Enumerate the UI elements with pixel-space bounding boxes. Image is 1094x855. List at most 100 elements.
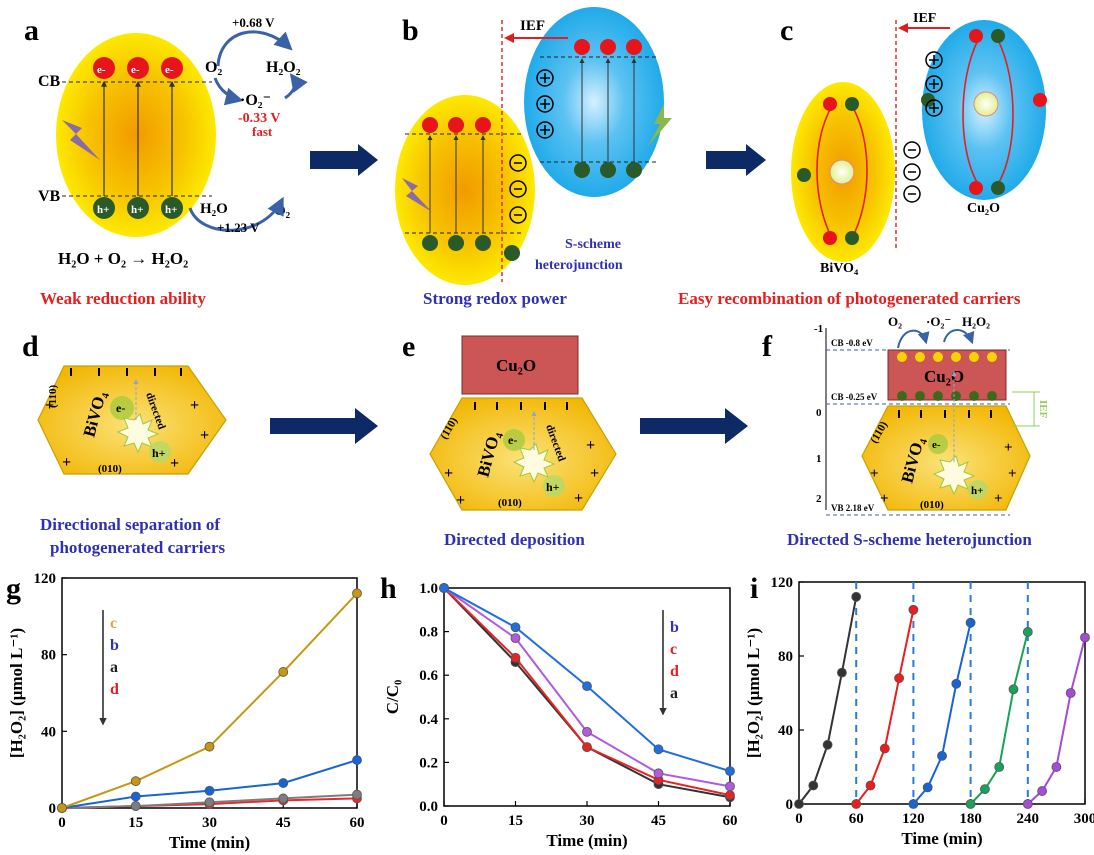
hole-label: h+ <box>971 485 983 497</box>
svg-text:-1: -1 <box>814 323 823 335</box>
panel-f: f -1 0 1 2 O₂ ·O₂⁻ H₂O₂ CB -0.8 eV Cu₂O … <box>762 314 1049 549</box>
chart-g: 0 15 30 45 60 0 40 80 120 Time (min) [H₂O₂] (μmol … <box>7 571 365 852</box>
electron-label: e- <box>97 64 106 76</box>
x-tick-label: 15 <box>508 813 523 829</box>
electron-label: e- <box>932 439 941 451</box>
x-tick-label: 45 <box>651 813 666 829</box>
legend-label-c: c <box>670 641 677 658</box>
y-tick-label: 0.2 <box>419 755 438 771</box>
svg-text:+: + <box>170 455 179 472</box>
data-point-cycle-2 <box>865 780 876 791</box>
excitation-burst <box>932 455 976 496</box>
semiconductor-particle <box>56 33 216 237</box>
arrow-bc <box>706 144 766 176</box>
legend-label-c: c <box>110 615 117 632</box>
panel-letter-a: a <box>24 14 39 47</box>
data-point-cycle-1 <box>837 667 847 678</box>
electron-label: e- <box>508 433 517 447</box>
panel-letter-c: c <box>780 14 793 47</box>
superoxide-label: ·O₂⁻ <box>240 92 271 109</box>
data-point-c <box>57 803 67 813</box>
chart-h: 0 15 30 45 60 0.0 0.2 0.4 0.6 0.8 1.0 Time (min) C/C… <box>383 581 738 850</box>
electrons-b <box>422 39 642 133</box>
svg-text:+: + <box>1004 440 1013 456</box>
svg-text:2: 2 <box>816 493 822 505</box>
x-tick-label: 30 <box>580 813 595 829</box>
electrons-f <box>897 352 997 362</box>
data-point-d <box>510 652 521 663</box>
holes-f <box>897 391 997 401</box>
y-axis-label: [H₂O₂] (μmol L⁻¹) <box>744 628 763 758</box>
positive-marks-e: +++++ <box>444 437 599 509</box>
reduction-arrow <box>213 77 244 106</box>
y-tick-label: 0 <box>786 797 794 813</box>
electron-e <box>503 429 525 451</box>
data-point-cycle-2 <box>879 743 890 754</box>
data-point-b <box>725 766 735 777</box>
y-tick-label: 80 <box>41 648 56 664</box>
data-point-cycle-2 <box>908 604 919 615</box>
data-point-a <box>130 801 141 811</box>
data-point-d <box>582 742 592 753</box>
y-tick-label: 40 <box>41 724 56 740</box>
data-point-a <box>278 793 289 804</box>
svg-text:+: + <box>62 454 71 471</box>
x-tick-label: 0 <box>440 813 448 829</box>
data-point-d <box>725 790 735 800</box>
panel-c: c IEF BiVO₄ Cu₂O Eas <box>678 11 1047 308</box>
svg-text:·O₂⁻: ·O₂⁻ <box>926 314 951 329</box>
excitation-burst <box>512 443 556 484</box>
facet-010-e: (010) <box>498 497 522 509</box>
series-line-cycle-2 <box>855 609 915 805</box>
hole-label: h+ <box>97 204 109 216</box>
data-point-cycle-2 <box>851 799 862 809</box>
svg-text:+: + <box>456 492 465 509</box>
electrons-a <box>93 57 183 79</box>
svg-text:+: + <box>574 490 583 507</box>
potential-068: +0.68 V <box>232 15 275 30</box>
data-point-cycle-3 <box>937 751 947 761</box>
legend-label-a: a <box>110 659 118 676</box>
hole-label: h+ <box>165 204 177 216</box>
electron-label: e- <box>131 64 140 76</box>
cu2o-label: Cu₂O <box>967 201 1000 216</box>
arrow-ab <box>310 144 378 176</box>
reduction-arrow-f <box>943 329 975 345</box>
data-point-cycle-3 <box>908 799 919 809</box>
legend-label-a: a <box>670 685 678 702</box>
y-tick-label: 80 <box>778 649 793 665</box>
legend-label-d: d <box>670 663 679 680</box>
excitation-arrows-b <box>427 58 637 233</box>
hole-f <box>968 480 988 500</box>
y-tick-label: 120 <box>34 571 57 587</box>
heterojunction-label: heterojunction <box>535 258 623 273</box>
data-point-b <box>653 744 664 755</box>
panel-b: b IEF <box>395 7 672 308</box>
x-tick-label: 240 <box>1017 811 1040 827</box>
series-line-cycle-5 <box>1027 637 1086 805</box>
recombination-burst <box>829 159 855 185</box>
caption-b: Strong redox power <box>423 289 567 308</box>
negative-charges-b <box>509 154 527 224</box>
y-axis-label: C/C₀ <box>383 680 402 714</box>
recombination-curves <box>816 39 1014 239</box>
excitation-burst <box>116 413 160 454</box>
lightning-icon <box>402 178 432 212</box>
svg-text:+: + <box>590 465 599 482</box>
plot-frame <box>798 581 1086 805</box>
data-point-c <box>352 588 362 599</box>
svg-text:1: 1 <box>816 453 822 465</box>
excitation-arrows <box>101 80 175 196</box>
x-tick-label: 60 <box>350 815 365 831</box>
data-point-cycle-1 <box>822 739 833 750</box>
data-point-c <box>510 633 521 644</box>
positive-charges-b <box>536 69 554 139</box>
data-point-cycle-4 <box>1008 684 1019 695</box>
data-point-c <box>653 768 664 779</box>
data-point-cycle-5 <box>1022 799 1033 809</box>
particle-blue <box>524 7 664 197</box>
electron-label: e- <box>165 64 174 76</box>
y-tick-label: 0.6 <box>419 668 438 684</box>
x-tick-label: 45 <box>276 815 291 831</box>
data-point-cycle-1 <box>851 591 862 602</box>
